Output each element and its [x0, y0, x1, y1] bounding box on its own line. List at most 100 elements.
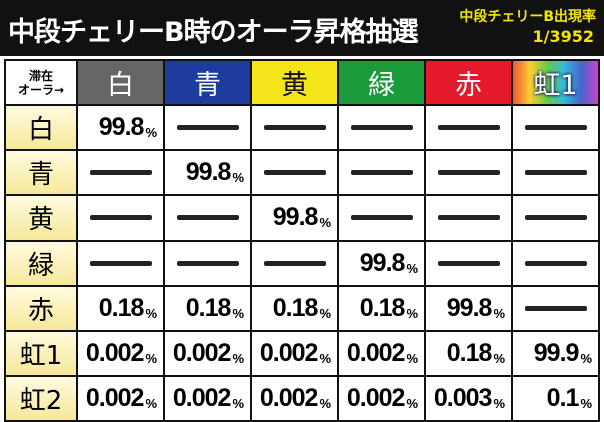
unit: % — [319, 305, 331, 321]
rate-label: 中段チェリーB出現率 — [459, 9, 596, 25]
unit: % — [232, 170, 244, 186]
empty-cell — [424, 149, 513, 197]
value-cell: 0.002% — [163, 330, 252, 378]
empty-cell — [337, 194, 426, 242]
dash — [263, 260, 326, 266]
value-cell: 0.003% — [424, 375, 513, 422]
corner-cell: 滞在 オーラ→ — [4, 59, 78, 106]
dash — [437, 260, 500, 266]
value-cell: 99.8% — [163, 149, 252, 197]
value: 99.8 — [185, 158, 232, 187]
unit: % — [493, 351, 505, 367]
unit: % — [493, 396, 505, 412]
value-cell: 99.8% — [424, 284, 513, 332]
dash — [524, 170, 587, 176]
value-cell: 0.18% — [337, 284, 426, 332]
empty-cell — [250, 104, 339, 152]
column-header: 青 — [163, 59, 252, 106]
dash — [89, 170, 152, 176]
value-cell: 0.002% — [337, 330, 426, 378]
value: 0.002 — [346, 339, 406, 368]
value: 0.003 — [433, 384, 493, 413]
corner-text: 滞在 — [28, 68, 53, 83]
title-bar: 中段チェリーB時のオーラ昇格抽選 中段チェリーB出現率 1/3952 — [0, 0, 604, 56]
value: 0.002 — [85, 339, 145, 368]
value: 99.8 — [272, 203, 319, 232]
value-cell: 0.002% — [76, 375, 165, 422]
value: 0.002 — [259, 384, 319, 413]
value: 0.002 — [346, 384, 406, 413]
empty-cell — [511, 104, 600, 152]
column-header: 虹1 — [511, 59, 600, 106]
unit: % — [232, 351, 244, 367]
empty-cell — [424, 104, 513, 152]
unit: % — [406, 396, 418, 412]
value: 99.8 — [98, 113, 145, 142]
dash — [437, 170, 500, 176]
column-header: 白 — [76, 59, 165, 106]
column-header: 緑 — [337, 59, 426, 106]
unit: % — [145, 351, 157, 367]
value-cell: 99.8% — [337, 239, 426, 287]
unit: % — [319, 396, 331, 412]
value: 0.002 — [85, 384, 145, 413]
empty-cell — [337, 149, 426, 197]
unit: % — [319, 215, 331, 231]
empty-cell — [163, 194, 252, 242]
value: 0.18 — [272, 293, 319, 322]
row-header: 青 — [4, 149, 78, 197]
value-cell: 0.002% — [250, 375, 339, 422]
dash — [437, 125, 500, 131]
row-header: 白 — [4, 104, 78, 152]
dash — [524, 305, 587, 311]
value-cell: 0.1% — [511, 375, 600, 422]
row-header: 緑 — [4, 239, 78, 287]
title: 中段チェリーB時のオーラ昇格抽選 — [8, 17, 419, 48]
value-cell: 0.002% — [337, 375, 426, 422]
row-header: 虹1 — [4, 330, 78, 378]
empty-cell — [424, 194, 513, 242]
value: 99.8 — [446, 293, 493, 322]
empty-cell — [511, 284, 600, 332]
value: 0.18 — [446, 339, 493, 368]
unit: % — [406, 260, 418, 276]
unit: % — [319, 351, 331, 367]
value-cell: 0.002% — [250, 330, 339, 378]
column-header: 黄 — [250, 59, 339, 106]
value: 0.18 — [359, 293, 406, 322]
dash — [524, 125, 587, 131]
dash — [263, 125, 326, 131]
dash — [350, 215, 413, 221]
value-cell: 0.18% — [76, 284, 165, 332]
row-header: 赤 — [4, 284, 78, 332]
value-cell: 0.18% — [163, 284, 252, 332]
dash — [524, 215, 587, 221]
empty-cell — [76, 194, 165, 242]
empty-cell — [250, 149, 339, 197]
value-cell: 0.002% — [76, 330, 165, 378]
row-header: 黄 — [4, 194, 78, 242]
value: 99.8 — [359, 248, 406, 277]
dash — [350, 125, 413, 131]
unit: % — [145, 125, 157, 141]
value-cell: 0.002% — [163, 375, 252, 422]
value-cell: 99.9% — [511, 330, 600, 378]
empty-cell — [76, 239, 165, 287]
dash — [89, 260, 152, 266]
value: 0.002 — [172, 339, 232, 368]
value: 0.002 — [259, 339, 319, 368]
dash — [524, 260, 587, 266]
empty-cell — [163, 239, 252, 287]
unit: % — [406, 351, 418, 367]
empty-cell — [511, 194, 600, 242]
dash — [350, 170, 413, 176]
value: 0.18 — [98, 293, 145, 322]
dash — [176, 260, 239, 266]
empty-cell — [76, 149, 165, 197]
empty-cell — [163, 104, 252, 152]
unit: % — [406, 305, 418, 321]
value-cell: 99.8% — [250, 194, 339, 242]
unit: % — [580, 396, 592, 412]
value-cell: 0.18% — [424, 330, 513, 378]
